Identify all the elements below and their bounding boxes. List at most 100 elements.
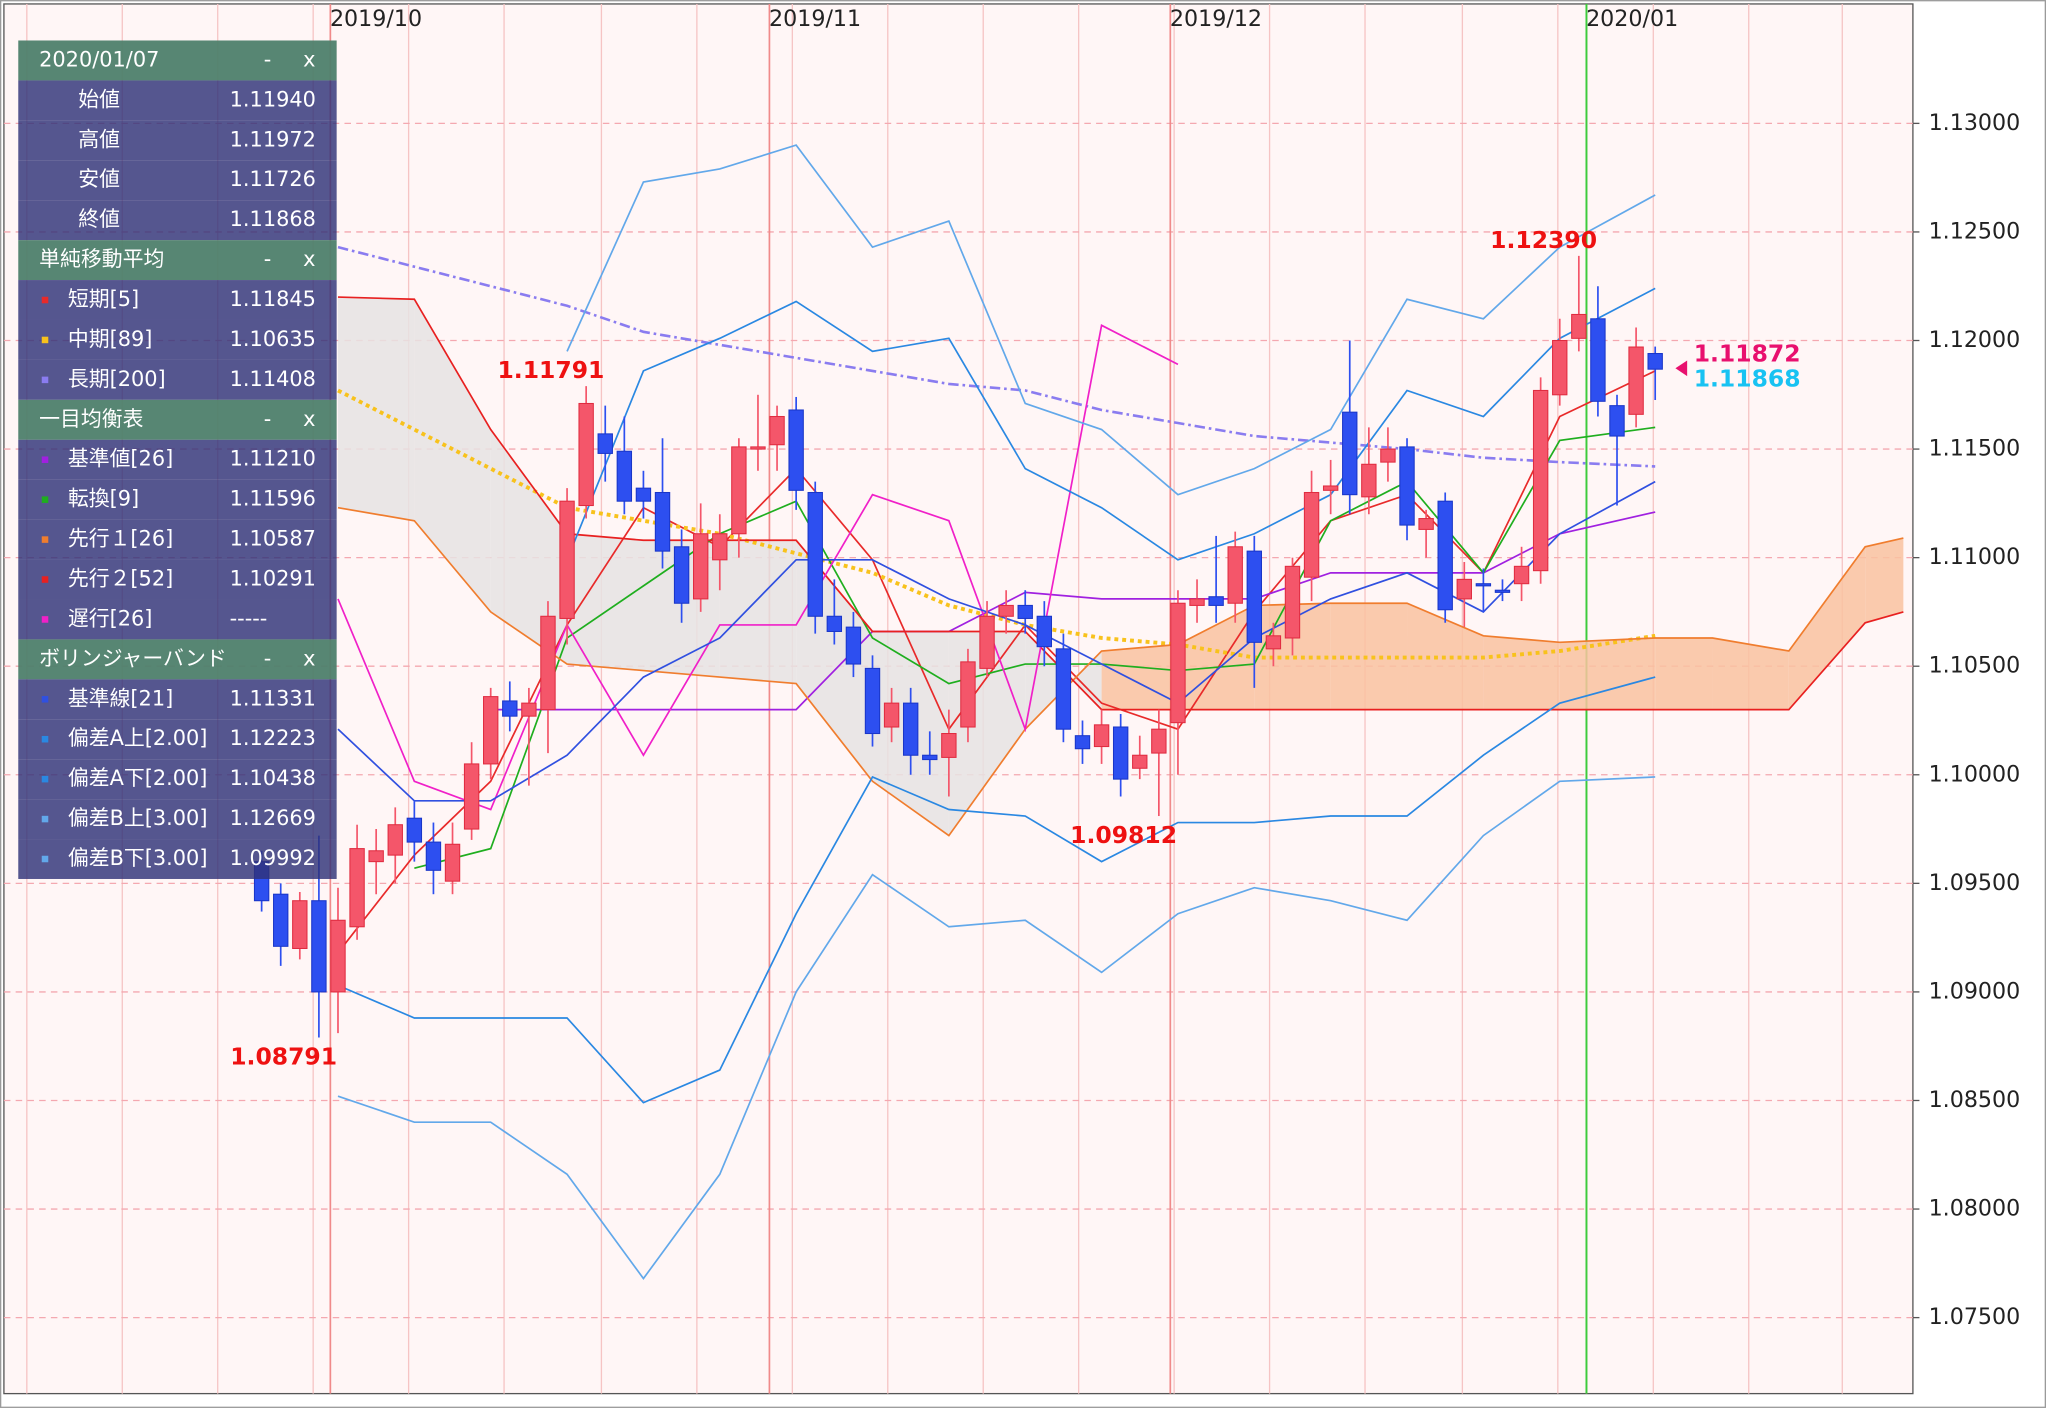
legend-value: 1.09992 [230,846,316,870]
legend-label: 基準線[21] [68,686,173,710]
legend-label: 遅行[26] [68,606,153,630]
legend-value: 1.10587 [230,527,316,551]
panel-close[interactable]: x [303,407,315,431]
panel-minimize[interactable]: - [264,407,272,431]
candle-body [1361,463,1377,498]
candle-body [864,667,881,735]
candle-body [483,696,499,765]
cloud-segment [1788,546,1866,710]
price-marker [1675,360,1688,377]
panel-row [18,359,337,400]
candle-body [311,900,327,993]
x-tick-label: 2019/12 [1170,6,1262,32]
candles [253,255,1663,1038]
y-tick-label: 1.07500 [1929,1304,2021,1330]
panel-row [18,439,337,480]
y-tick-label: 1.10000 [1929,761,2021,787]
y-tick-label: 1.11500 [1929,436,2021,462]
panel-minimize[interactable]: - [264,646,272,670]
candle-body [845,626,862,665]
panel-value: 1.11868 [230,207,316,231]
panel-minimize[interactable]: - [264,247,272,271]
panel-row [18,759,337,800]
panel-close[interactable]: x [303,247,315,271]
cloud-segment [719,540,797,684]
candle-body [1380,448,1396,463]
legend-swatch [41,775,49,783]
candle-body [578,402,594,507]
candle-body [1513,565,1530,585]
y-tick-label: 1.11000 [1929,544,2021,570]
y-tick-label: 1.09500 [1929,870,2021,896]
legend-swatch [41,456,49,463]
legend-value: 1.11408 [230,367,316,391]
panel-header [18,40,337,81]
extreme-label: 1.12390 [1490,226,1597,254]
legend-value: 1.11331 [230,686,316,710]
candle-body [731,446,747,535]
panel-row [18,519,337,560]
extreme-label: 1.08791 [230,1043,337,1071]
panel-header-title: 2020/01/07 [39,47,159,71]
panel-row [18,599,337,640]
y-tick-label: 1.08000 [1929,1196,2021,1222]
legend-label: 短期[5] [68,287,139,311]
candle-body [941,733,957,758]
panel-header-title: 一目均衡表 [39,407,143,431]
panel-row [18,719,337,760]
panel-header [18,639,337,680]
candle-body [463,763,480,830]
panel-label: 終値 [78,207,120,231]
candle-body [349,848,365,928]
candle-body [1590,318,1606,402]
panel-header-title: ボリンジャーバンド [39,646,227,670]
candle-body [1628,346,1644,415]
candle-body [788,409,804,491]
candle-body [1647,353,1663,370]
candle-body [1112,726,1129,780]
candle-body [616,450,633,502]
candle-body [1418,518,1434,530]
candle-body [1265,635,1282,650]
candle-body [769,415,785,446]
panel-close[interactable]: x [303,646,315,670]
panel-row [18,559,337,600]
candle-body [1399,446,1415,526]
panel-close[interactable]: x [303,47,315,71]
candle-body [387,824,403,856]
cloud-segment [1101,644,1178,710]
panel-minimize[interactable]: - [264,47,272,71]
legend-swatch [41,855,49,863]
legend-swatch [41,735,49,743]
candle-body [1227,546,1243,604]
candle-body [425,841,442,871]
legend-label: 中期[89] [68,327,153,351]
legend-label: 偏差B下[3.00] [68,846,208,870]
candle-body [1609,405,1625,437]
legend-label: 基準値[26] [68,447,173,471]
candle-body [597,433,613,454]
cloud-segment [1865,538,1904,623]
price-label: 1.11872 [1694,340,1801,368]
candle-body [712,533,728,561]
legend-label: 偏差A下[2.00] [68,766,208,790]
candle-body [654,491,671,552]
candle-body [502,700,518,717]
legend-label: 偏差B上[3.00] [68,806,208,830]
candle-body [998,604,1014,617]
panel-value: 1.11972 [230,127,316,151]
candle-body [1456,578,1472,600]
y-tick-label: 1.13000 [1929,110,2021,136]
cloud-segment [1559,637,1656,710]
legend-label: 長期[200] [68,367,166,391]
candle-body [1036,615,1053,648]
legend-swatch [41,576,49,583]
candle-body [1532,389,1549,572]
candle-body [960,661,976,728]
candle-body [1151,728,1167,754]
candle-body [292,900,308,950]
panel-value: 1.11940 [230,87,316,111]
panel-row [18,319,337,360]
cloud-segment [1712,637,1789,710]
